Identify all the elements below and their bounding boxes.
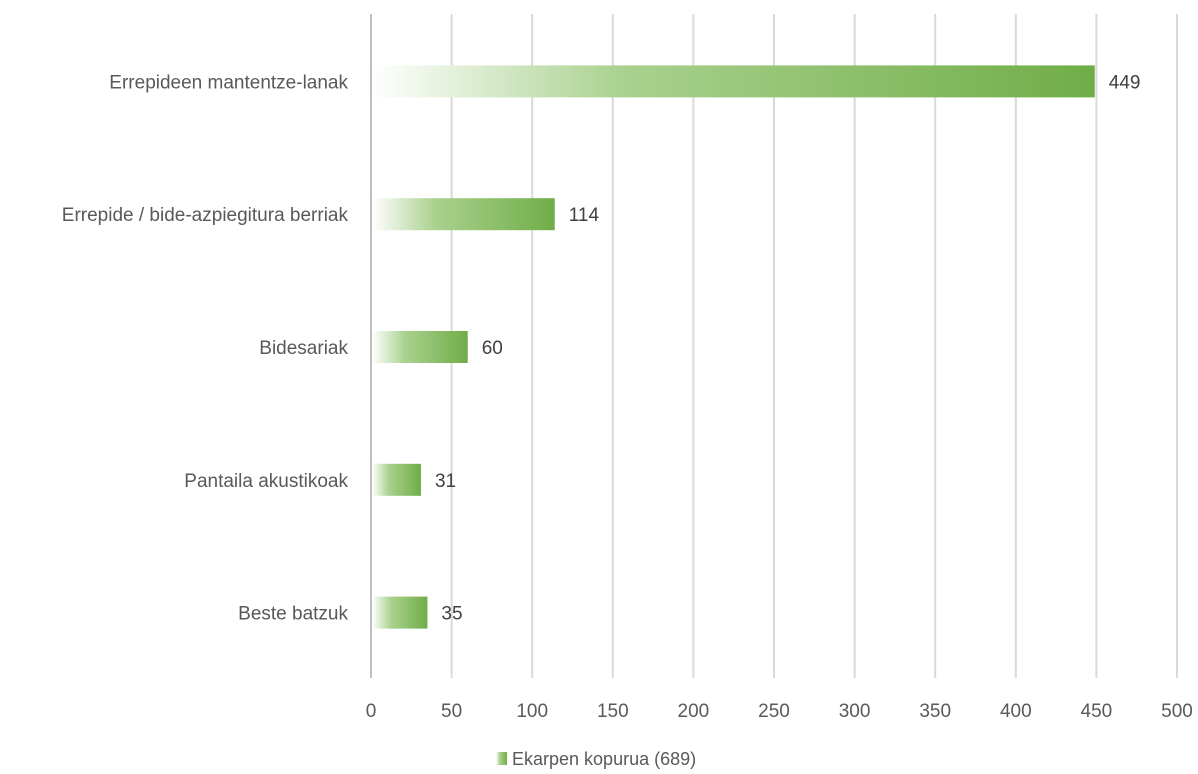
bars — [372, 65, 1095, 629]
category-label: Bidesariak — [259, 338, 348, 359]
x-axis-ticks: 0 50 100 150 200 250 300 350 400 450 500 — [366, 701, 1193, 722]
x-tick-label: 200 — [678, 701, 710, 722]
bar — [372, 65, 1095, 98]
bar — [372, 463, 421, 496]
data-label: 114 — [569, 205, 600, 226]
x-tick-label: 350 — [919, 701, 951, 722]
bar — [372, 596, 428, 629]
data-label: 31 — [435, 471, 456, 492]
bar — [372, 331, 468, 363]
x-tick-label: 450 — [1081, 701, 1113, 722]
legend-swatch — [496, 752, 507, 765]
data-labels: 449 114 60 31 35 — [435, 72, 1141, 624]
data-label: 60 — [482, 338, 503, 359]
x-tick-label: 150 — [597, 701, 629, 722]
x-tick-label: 500 — [1161, 701, 1193, 722]
category-label: Errepideen mantentze-lanak — [109, 72, 348, 93]
legend: Ekarpen kopurua (689) — [496, 749, 696, 769]
x-tick-label: 400 — [1000, 701, 1032, 722]
legend-label: Ekarpen kopurua (689) — [512, 749, 696, 769]
x-tick-label: 0 — [366, 701, 377, 722]
data-label: 449 — [1109, 72, 1141, 93]
x-tick-label: 300 — [839, 701, 871, 722]
x-tick-label: 100 — [516, 701, 548, 722]
x-tick-label: 250 — [758, 701, 790, 722]
gridlines — [370, 14, 1178, 678]
category-label: Errepide / bide-azpiegitura berriak — [62, 205, 349, 226]
data-label: 35 — [441, 604, 462, 625]
category-label: Beste batzuk — [238, 604, 348, 625]
category-label: Pantaila akustikoak — [184, 471, 348, 492]
bar — [372, 198, 555, 231]
category-labels: Errepideen mantentze-lanak Errepide / bid… — [62, 72, 349, 624]
x-tick-label: 50 — [441, 701, 462, 722]
